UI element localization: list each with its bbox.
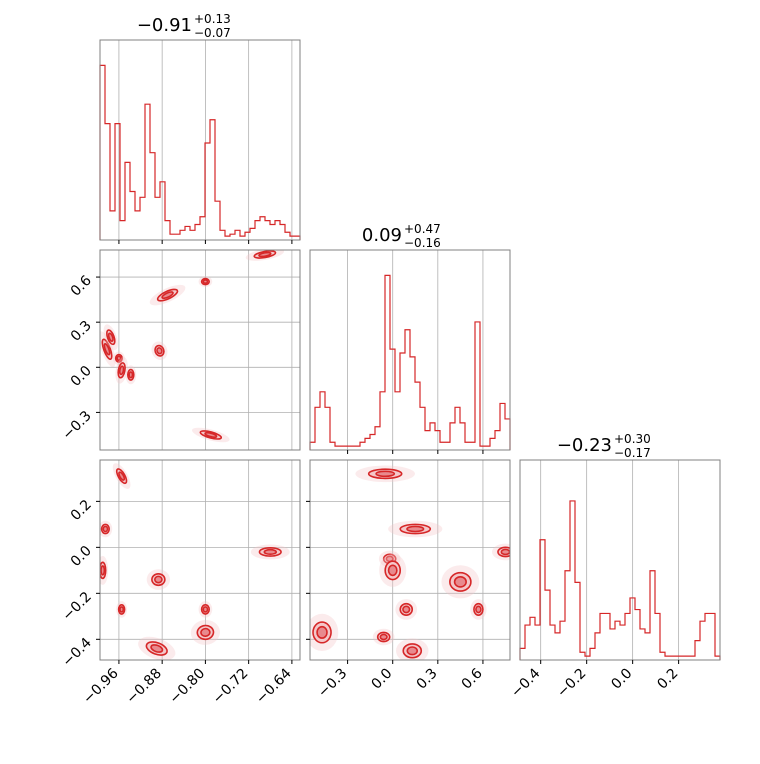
density-level-inner bbox=[202, 606, 209, 613]
histogram-step-2 bbox=[519, 500, 721, 660]
density-level-inner bbox=[316, 625, 328, 639]
x-tick-label: 0.6 bbox=[459, 665, 486, 692]
density-level-inner bbox=[475, 605, 482, 614]
y-tick-label: 0.0 bbox=[68, 363, 95, 390]
density-group bbox=[100, 250, 285, 443]
title-minus-0: −0.07 bbox=[194, 26, 231, 40]
title-minus-1: −0.16 bbox=[404, 236, 441, 250]
x-tick-label: −0.4 bbox=[508, 665, 543, 700]
density-level-inner bbox=[500, 548, 510, 556]
density-level-inner bbox=[150, 644, 164, 653]
density-level-inner bbox=[204, 431, 218, 438]
title-minus-2: −0.17 bbox=[614, 446, 651, 460]
density-level-inner bbox=[200, 627, 211, 638]
panel-frame bbox=[309, 249, 511, 451]
x-tick-label: −0.80 bbox=[167, 666, 209, 708]
y-tick-label: −0.3 bbox=[59, 408, 94, 443]
x-tick-label: 0.2 bbox=[654, 666, 681, 693]
density-level-inner bbox=[375, 470, 396, 478]
y-tick-label: 0.2 bbox=[68, 497, 95, 524]
density-level-inner bbox=[100, 565, 106, 576]
y-tick-label: 0.3 bbox=[68, 318, 95, 345]
density-level-inner bbox=[202, 279, 209, 285]
x-tick-label: 0.0 bbox=[608, 666, 635, 693]
title-plus-2: +0.30 bbox=[614, 432, 651, 446]
x-tick-label: −0.64 bbox=[253, 665, 295, 707]
density-level-inner bbox=[406, 525, 425, 533]
x-tick-label: −0.2 bbox=[554, 666, 589, 701]
density-level-inner bbox=[161, 291, 174, 300]
panel-frame bbox=[519, 459, 721, 661]
title-plus-0: +0.13 bbox=[194, 12, 231, 26]
panel-frame bbox=[99, 459, 301, 661]
x-tick-label: −0.72 bbox=[210, 666, 252, 708]
panel-frame bbox=[99, 249, 301, 451]
density-level-inner bbox=[102, 525, 109, 533]
density-level-inner bbox=[406, 646, 419, 656]
density-level-inner bbox=[118, 365, 125, 376]
y-tick-label: 0.0 bbox=[68, 543, 95, 570]
x-tick-label: −0.88 bbox=[123, 666, 165, 708]
density-level-inner bbox=[154, 575, 163, 584]
density-level-inner bbox=[107, 332, 114, 342]
density-level-inner bbox=[402, 605, 411, 614]
density-level-inner bbox=[118, 471, 126, 481]
y-tick-label: 0.6 bbox=[68, 273, 95, 300]
density-level-inner bbox=[453, 575, 467, 588]
y-tick-label: −0.2 bbox=[59, 589, 94, 624]
panel-frame bbox=[309, 459, 511, 661]
histogram-step-0 bbox=[99, 64, 301, 240]
density-level-inner bbox=[116, 355, 122, 362]
title-value-2: −0.23 bbox=[557, 435, 612, 456]
density-level-inner bbox=[379, 633, 388, 641]
x-tick-label: 0.0 bbox=[368, 666, 395, 693]
density-level-inner bbox=[156, 347, 163, 355]
title-plus-1: +0.47 bbox=[404, 222, 441, 236]
density-level-inner bbox=[258, 251, 272, 258]
title-value-0: −0.91 bbox=[137, 15, 192, 36]
density-level-inner bbox=[128, 371, 134, 379]
x-tick-label: 0.3 bbox=[414, 666, 441, 693]
density-level-inner bbox=[387, 564, 398, 577]
y-tick-label: −0.4 bbox=[59, 635, 94, 670]
density-group bbox=[310, 465, 510, 660]
histogram-step-1 bbox=[309, 274, 511, 450]
density-group bbox=[100, 463, 290, 660]
density-level-inner bbox=[119, 606, 125, 613]
density-level-inner bbox=[103, 342, 111, 356]
x-tick-label: −0.3 bbox=[315, 666, 350, 701]
panel-frame bbox=[99, 39, 301, 241]
title-value-1: 0.09 bbox=[362, 225, 402, 246]
x-tick-label: −0.96 bbox=[80, 665, 122, 707]
density-level-inner bbox=[263, 548, 278, 556]
